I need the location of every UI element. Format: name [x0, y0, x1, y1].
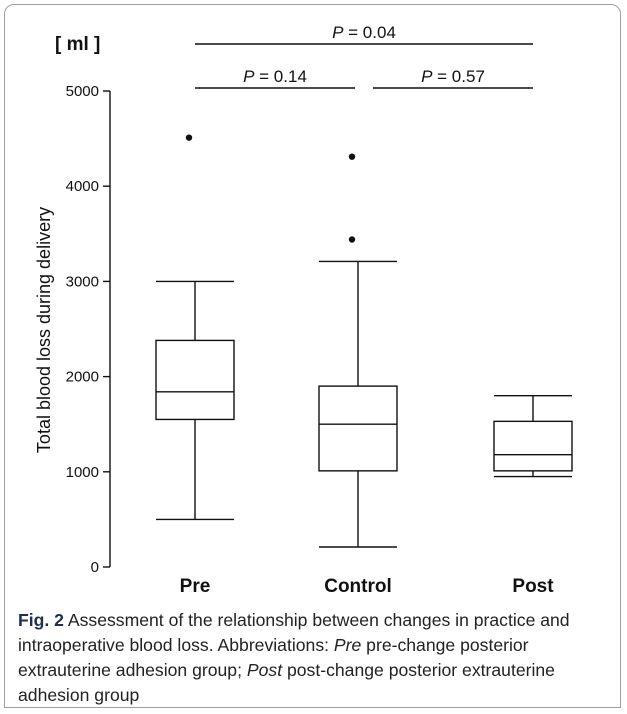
box-iqr	[155, 339, 235, 421]
outlier-point	[185, 134, 193, 141]
caption-text-3: post-change posterior extrauterine adhes…	[18, 660, 555, 705]
unit-label: [ ml ]	[55, 34, 100, 55]
x-category-label-post: Post	[512, 576, 554, 597]
significance-label: P = 0.04	[332, 23, 396, 42]
caption-text-1: Assessment of the relationship between c…	[18, 610, 570, 655]
significance-label: P = 0.14	[243, 67, 307, 86]
box-iqr	[493, 420, 573, 472]
figure-frame	[4, 4, 621, 708]
y-axis-label: Total blood loss during delivery	[34, 207, 54, 453]
significance-label: P = 0.57	[421, 67, 485, 86]
figure-label: Fig. 2	[18, 610, 64, 630]
x-category-label-control: Control	[324, 576, 392, 597]
box-plot-chart: [ ml ] Total blood loss during delivery …	[34, 23, 573, 597]
y-tick-label: 4000	[66, 178, 99, 195]
y-tick-label: 5000	[66, 83, 99, 100]
box-control	[318, 153, 398, 548]
y-tick-label: 2000	[66, 369, 99, 386]
box-post	[493, 394, 573, 478]
outlier-point	[348, 153, 356, 160]
y-tick-label: 3000	[66, 273, 99, 290]
caption-abbr-post: Post	[246, 660, 283, 680]
x-category-label-pre: Pre	[180, 576, 211, 597]
caption-abbr-pre: Pre	[333, 635, 362, 655]
y-tick-label: 0	[91, 559, 99, 576]
caption-text-2: pre-change posterior extrauterine adhesi…	[18, 635, 529, 680]
y-tick-label: 1000	[66, 464, 99, 481]
figure-caption: Fig. 2 Assessment of the relationship be…	[18, 608, 614, 708]
box-pre	[155, 134, 235, 521]
box-iqr	[318, 385, 398, 472]
outlier-point	[348, 236, 356, 243]
